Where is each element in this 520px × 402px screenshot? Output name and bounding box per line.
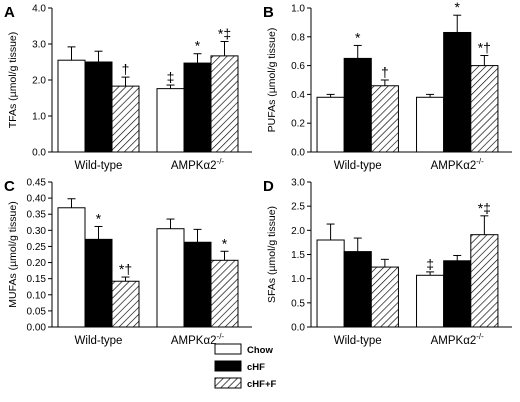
bar-chf-wild-type xyxy=(84,61,113,153)
y-tick-label: 0.6 xyxy=(291,61,305,72)
panel-A: 0.0 1.0 2.0 3.0 4.0 TFAs (µmol/g tissue) A † Wil… xyxy=(4,4,252,172)
legend: Chow cHF cHF+F xyxy=(214,343,276,390)
legend-swatch-chf xyxy=(214,360,242,372)
y-tick-label: 0.45 xyxy=(27,178,47,189)
significance-marker: *† xyxy=(478,40,491,56)
y-tick-label: 0.8 xyxy=(291,32,305,43)
y-axis-label: SFAs (µmol/g tissue) xyxy=(266,206,278,303)
y-tick-label: 1.5 xyxy=(291,250,305,261)
y-tick-label: 0.30 xyxy=(27,226,47,237)
significance-marker: *† xyxy=(119,261,132,277)
x-category-label: Wild-type xyxy=(334,160,382,172)
x-category-label: Wild-type xyxy=(75,335,123,347)
bar-chf-f-ampk xyxy=(470,234,499,328)
x-category-label: Wild-type xyxy=(334,335,382,347)
y-tick-label: 0.0 xyxy=(291,323,305,334)
bar-chf-f-wild-type xyxy=(370,85,399,153)
significance-marker: *‡ xyxy=(218,25,231,41)
bar-chow-wild-type xyxy=(316,96,345,153)
y-tick-label: 0.35 xyxy=(27,210,47,221)
bar-chow-ampk xyxy=(416,96,445,153)
panel-C: 0.00 0.05 0.10 0.15 0.20 0.25 0.30 0.35 0.40 0.45… xyxy=(4,178,252,347)
y-tick-label: 0.2 xyxy=(291,119,305,130)
y-tick-label: 1.0 xyxy=(291,4,305,15)
bar-chf-ampk xyxy=(183,241,212,328)
bar-chow-ampk xyxy=(156,228,185,328)
y-tick-label: 1.0 xyxy=(32,112,46,123)
y-tick-label: 0.4 xyxy=(291,90,305,101)
legend-label: cHF xyxy=(247,362,265,373)
y-tick-label: 1.0 xyxy=(291,274,305,285)
bar-chow-ampk xyxy=(156,88,185,153)
significance-marker: ‡ xyxy=(426,256,434,272)
y-tick-label: 0.10 xyxy=(27,290,47,301)
significance-marker: * xyxy=(455,0,461,15)
panels-group: 0.0 1.0 2.0 3.0 4.0 TFAs (µmol/g tissue) A † Wil… xyxy=(4,0,512,347)
y-tick-label: 0.0 xyxy=(32,148,46,159)
significance-marker: * xyxy=(222,235,228,251)
significance-marker: † xyxy=(381,64,389,80)
y-tick-label: 0.25 xyxy=(27,242,47,253)
y-tick-label: 4.0 xyxy=(32,4,46,15)
legend-label: Chow xyxy=(247,345,273,356)
y-axis-label: PUFAs (µmol/g tissue) xyxy=(266,28,278,133)
y-tick-label: 0.15 xyxy=(27,274,47,285)
x-category-label: Wild-type xyxy=(75,160,123,172)
significance-marker: * xyxy=(355,29,361,45)
bar-chow-wild-type xyxy=(57,207,86,328)
y-tick-label: 3.0 xyxy=(32,40,46,51)
y-tick-label: 2.0 xyxy=(291,226,305,237)
x-category-label: AMPKα2-/- xyxy=(431,157,485,172)
panel-label: C xyxy=(4,178,15,195)
x-category-label: AMPKα2-/- xyxy=(431,332,485,347)
panel-label: D xyxy=(263,178,274,195)
y-axis-label: TFAs (µmol/g tissue) xyxy=(7,32,19,128)
panel-B: 0.0 0.2 0.4 0.6 0.8 1.0 PUFAs (µmol/g tissue) B… xyxy=(263,0,512,172)
bar-chf-wild-type xyxy=(343,251,372,328)
y-tick-label: 0.20 xyxy=(27,258,47,269)
y-tick-label: 0.00 xyxy=(27,323,47,334)
y-tick-label: 0.05 xyxy=(27,306,47,317)
bar-chf-f-ampk xyxy=(210,55,239,153)
y-tick-label: 0.40 xyxy=(27,194,47,205)
y-tick-label: 2.0 xyxy=(32,76,46,87)
significance-marker: ‡ xyxy=(167,69,175,85)
bar-chow-wild-type xyxy=(316,239,345,328)
bar-chf-wild-type xyxy=(84,238,113,328)
x-category-label: AMPKα2-/- xyxy=(171,332,225,347)
bar-chf-f-ampk xyxy=(210,259,239,328)
significance-marker: * xyxy=(96,210,102,226)
bar-chf-wild-type xyxy=(343,57,372,153)
bar-chow-ampk xyxy=(416,274,445,328)
significance-marker: *‡ xyxy=(478,200,491,216)
bar-chf-f-wild-type xyxy=(370,266,399,328)
bar-chf-f-ampk xyxy=(470,65,499,153)
panel-label: B xyxy=(263,4,274,21)
y-tick-label: 3.0 xyxy=(291,178,305,189)
bar-chf-ampk xyxy=(443,31,472,153)
significance-marker: * xyxy=(195,38,201,54)
x-category-label: AMPKα2-/- xyxy=(171,157,225,172)
bar-chf-f-wild-type xyxy=(111,85,140,153)
y-tick-label: 2.5 xyxy=(291,202,305,213)
legend-label: cHF+F xyxy=(247,379,276,390)
y-tick-label: 0.5 xyxy=(291,298,305,309)
bar-chf-ampk xyxy=(183,62,212,153)
bar-chf-f-wild-type xyxy=(111,280,140,328)
legend-swatch-chf-f xyxy=(214,377,242,389)
panel-D: 0.0 0.5 1.0 1.5 2.0 2.5 3.0 SFAs (µmol/g tissue… xyxy=(263,178,512,347)
bar-chf-ampk xyxy=(443,260,472,328)
bar-chow-wild-type xyxy=(57,59,86,153)
y-tick-label: 0.0 xyxy=(291,148,305,159)
y-axis-label: MUFAs (µmol/g tissue) xyxy=(7,201,19,307)
panel-label: A xyxy=(4,4,15,21)
significance-marker: † xyxy=(122,61,130,77)
legend-swatch-chow xyxy=(214,343,242,355)
